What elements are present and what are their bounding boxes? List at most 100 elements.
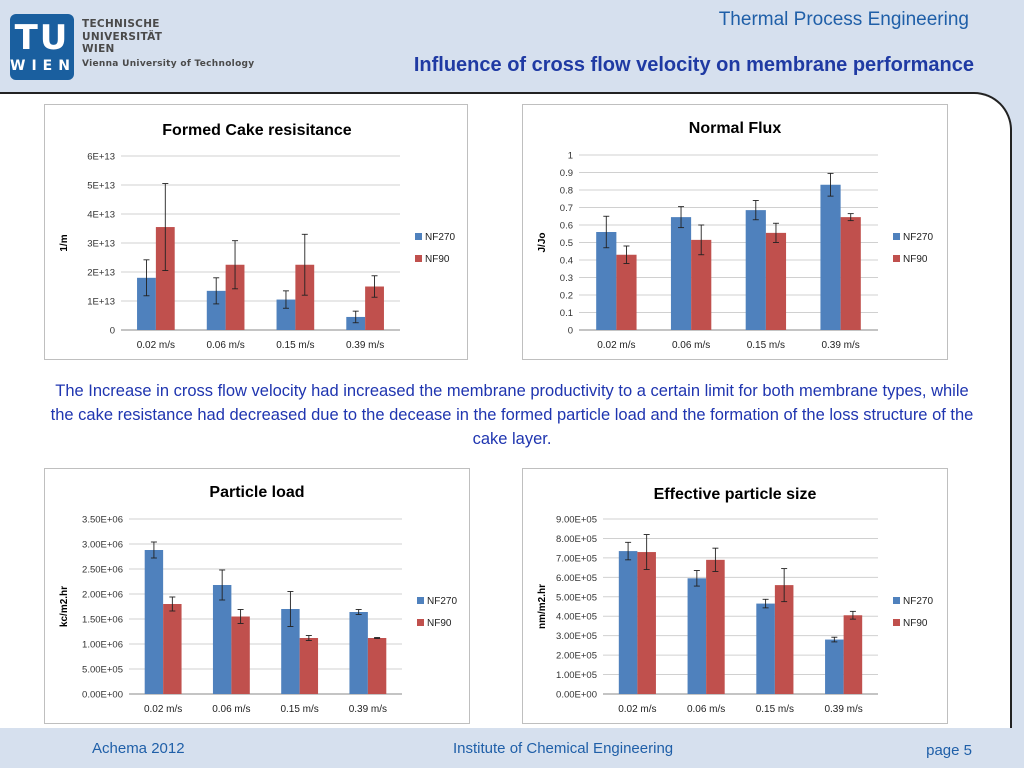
normal-flux-bar-nf270	[745, 210, 766, 330]
normal-flux-chart: Normal Flux 0 0.1 0.2 0.3 0.4 0.5 0.6 0.7 0.8 0.9 1…	[537, 120, 933, 351]
slide-caption: The Increase in cross flow velocity had …	[50, 382, 974, 448]
cake-resistance-legend-label: NF90	[425, 254, 450, 265]
effective-particle-size-bar-nf270	[756, 603, 775, 694]
footer-page-number: page 5	[926, 742, 972, 759]
cake-resistance-bar-nf270	[137, 277, 156, 330]
cake-resistance-y-tick-label: 2E+13	[87, 268, 115, 279]
cake-resistance-y-tick-label: 4E+13	[87, 210, 115, 221]
cake-resistance-bar-nf90	[295, 264, 315, 330]
effective-particle-size-legend-label: NF270	[903, 596, 933, 607]
cake-resistance-legend-label: NF270	[425, 232, 455, 243]
particle-load-legend-swatch	[417, 619, 424, 626]
normal-flux-legend-label: NF90	[903, 254, 928, 265]
cake-resistance-bar-nf270	[346, 316, 366, 330]
normal-flux-y-tick-label: 0	[568, 326, 573, 337]
normal-flux-x-tick-label: 0.15 m/s	[747, 340, 785, 351]
effective-particle-size-y-tick-label: 1.00E+05	[556, 670, 597, 681]
normal-flux-bar-nf90	[840, 217, 861, 330]
logo-tu-text: TU	[14, 18, 70, 58]
effective-particle-size-legend-swatch	[893, 597, 900, 604]
effective-particle-size-bar-nf270	[618, 551, 638, 694]
footer-event: Achema 2012	[92, 740, 185, 757]
normal-flux-title: Normal Flux	[689, 120, 782, 137]
particle-load-bar-nf270	[281, 609, 300, 694]
normal-flux-y-tick-label: 0.8	[560, 186, 573, 197]
chart-panel-normal-flux: Normal Flux 0 0.1 0.2 0.3 0.4 0.5 0.6 0.7 0.8 0.9 1…	[522, 104, 948, 360]
particle-load-y-tick-label: 1.50E+06	[82, 615, 123, 626]
effective-particle-size-bar-nf90	[637, 552, 656, 694]
cake-resistance-bar-nf270	[206, 290, 226, 330]
normal-flux-bar-nf90	[765, 232, 787, 330]
cake-resistance-chart: Formed Cake resisitance 0 1E+13 2E+13 3E+13 4…	[59, 122, 455, 351]
normal-flux-bar-nf270	[596, 232, 617, 330]
particle-load-bar-nf90	[367, 638, 387, 694]
normal-flux-legend-swatch	[893, 233, 900, 240]
effective-particle-size-y-tick-label: 3.00E+05	[556, 631, 597, 642]
slide-header: TU WIEN TECHNISCHE UNIVERSITÄT WIEN Vien…	[0, 0, 1024, 92]
normal-flux-y-tick-label: 0.7	[560, 203, 573, 214]
particle-load-bar-nf270	[144, 550, 164, 694]
effective-particle-size-legend-swatch	[893, 619, 900, 626]
particle-load-y-tick-label: 2.50E+06	[82, 565, 123, 576]
normal-flux-x-tick-label: 0.06 m/s	[672, 340, 710, 351]
cake-resistance-bar-nf90	[365, 286, 384, 330]
normal-flux-x-tick-label: 0.39 m/s	[821, 340, 859, 351]
effective-particle-size-x-tick-label: 0.15 m/s	[756, 704, 794, 715]
particle-load-x-tick-label: 0.15 m/s	[280, 704, 318, 715]
normal-flux-bar-nf270	[670, 217, 692, 330]
cake-resistance-x-tick-label: 0.39 m/s	[346, 340, 384, 351]
particle-load-chart: Particle load 0.00E+00 5.00E+05 1.00E+06 1.5…	[59, 484, 457, 715]
department-name: Thermal Process Engineering	[718, 9, 969, 30]
particle-load-bar-nf270	[212, 585, 232, 694]
particle-load-title: Particle load	[209, 484, 304, 501]
effective-particle-size-bar-nf270	[687, 578, 707, 694]
cake-resistance-bar-nf90	[155, 227, 175, 330]
effective-particle-size-y-tick-label: 5.00E+05	[556, 592, 597, 603]
normal-flux-y-tick-label: 0.6	[560, 221, 573, 232]
cake-resistance-y-tick-label: 3E+13	[87, 239, 115, 250]
normal-flux-legend-swatch	[893, 255, 900, 262]
university-line-1: TECHNISCHE	[82, 18, 160, 30]
normal-flux-y-tick-label: 0.4	[560, 256, 573, 267]
effective-particle-size-y-tick-label: 0.00E+00	[556, 690, 597, 701]
footer-institute: Institute of Chemical Engineering	[453, 740, 674, 757]
cake-resistance-x-tick-label: 0.06 m/s	[206, 340, 244, 351]
university-name: TECHNISCHE UNIVERSITÄT WIEN Vienna Unive…	[82, 18, 254, 70]
university-line-3: WIEN	[82, 43, 115, 55]
effective-particle-size-bar-nf90	[774, 585, 794, 694]
particle-load-y-tick-label: 3.00E+06	[82, 540, 123, 551]
cake-resistance-title: Formed Cake resisitance	[162, 122, 352, 139]
effective-particle-size-y-tick-label: 6.00E+05	[556, 573, 597, 584]
university-english-name: Vienna University of Technology	[82, 58, 255, 69]
normal-flux-y-tick-label: 0.9	[560, 168, 573, 179]
particle-load-legend-label: NF90	[427, 618, 452, 629]
particle-load-y-tick-label: 1.00E+06	[82, 640, 123, 651]
normal-flux-y-tick-label: 1	[568, 151, 573, 162]
effective-particle-size-y-tick-label: 9.00E+05	[556, 515, 597, 526]
effective-particle-size-bar-nf90	[706, 559, 725, 694]
cake-resistance-legend-swatch	[415, 255, 422, 262]
normal-flux-y-tick-label: 0.3	[560, 273, 573, 284]
cake-resistance-y-tick-label: 6E+13	[87, 152, 115, 163]
normal-flux-legend-label: NF270	[903, 232, 933, 243]
cake-resistance-legend-swatch	[415, 233, 422, 240]
effective-particle-size-y-tick-label: 2.00E+05	[556, 651, 597, 662]
cake-resistance-y-axis-label: 1/m	[59, 234, 70, 251]
university-line-2: UNIVERSITÄT	[82, 30, 163, 43]
particle-load-x-tick-label: 0.02 m/s	[144, 704, 182, 715]
cake-resistance-x-tick-label: 0.02 m/s	[137, 340, 175, 351]
chart-panel-effective-particle-size: Effective particle size 0.00E+00 1.00E+05 2…	[522, 468, 948, 724]
particle-load-y-tick-label: 5.00E+05	[82, 665, 123, 676]
effective-particle-size-x-tick-label: 0.39 m/s	[824, 704, 862, 715]
effective-particle-size-x-tick-label: 0.02 m/s	[618, 704, 656, 715]
tu-wien-logo: TU WIEN	[10, 14, 74, 80]
effective-particle-size-y-tick-label: 7.00E+05	[556, 553, 597, 564]
effective-particle-size-y-tick-label: 4.00E+05	[556, 612, 597, 623]
effective-particle-size-chart: Effective particle size 0.00E+00 1.00E+05 2…	[537, 486, 933, 715]
cake-resistance-y-tick-label: 0	[110, 326, 115, 337]
normal-flux-bar-nf90	[691, 239, 712, 330]
particle-load-bar-nf90	[163, 604, 182, 694]
normal-flux-y-tick-label: 0.2	[560, 291, 573, 302]
particle-load-y-tick-label: 3.50E+06	[82, 515, 123, 526]
chart-panel-cake-resistance: Formed Cake resisitance 0 1E+13 2E+13 3E+13 4…	[44, 104, 468, 360]
